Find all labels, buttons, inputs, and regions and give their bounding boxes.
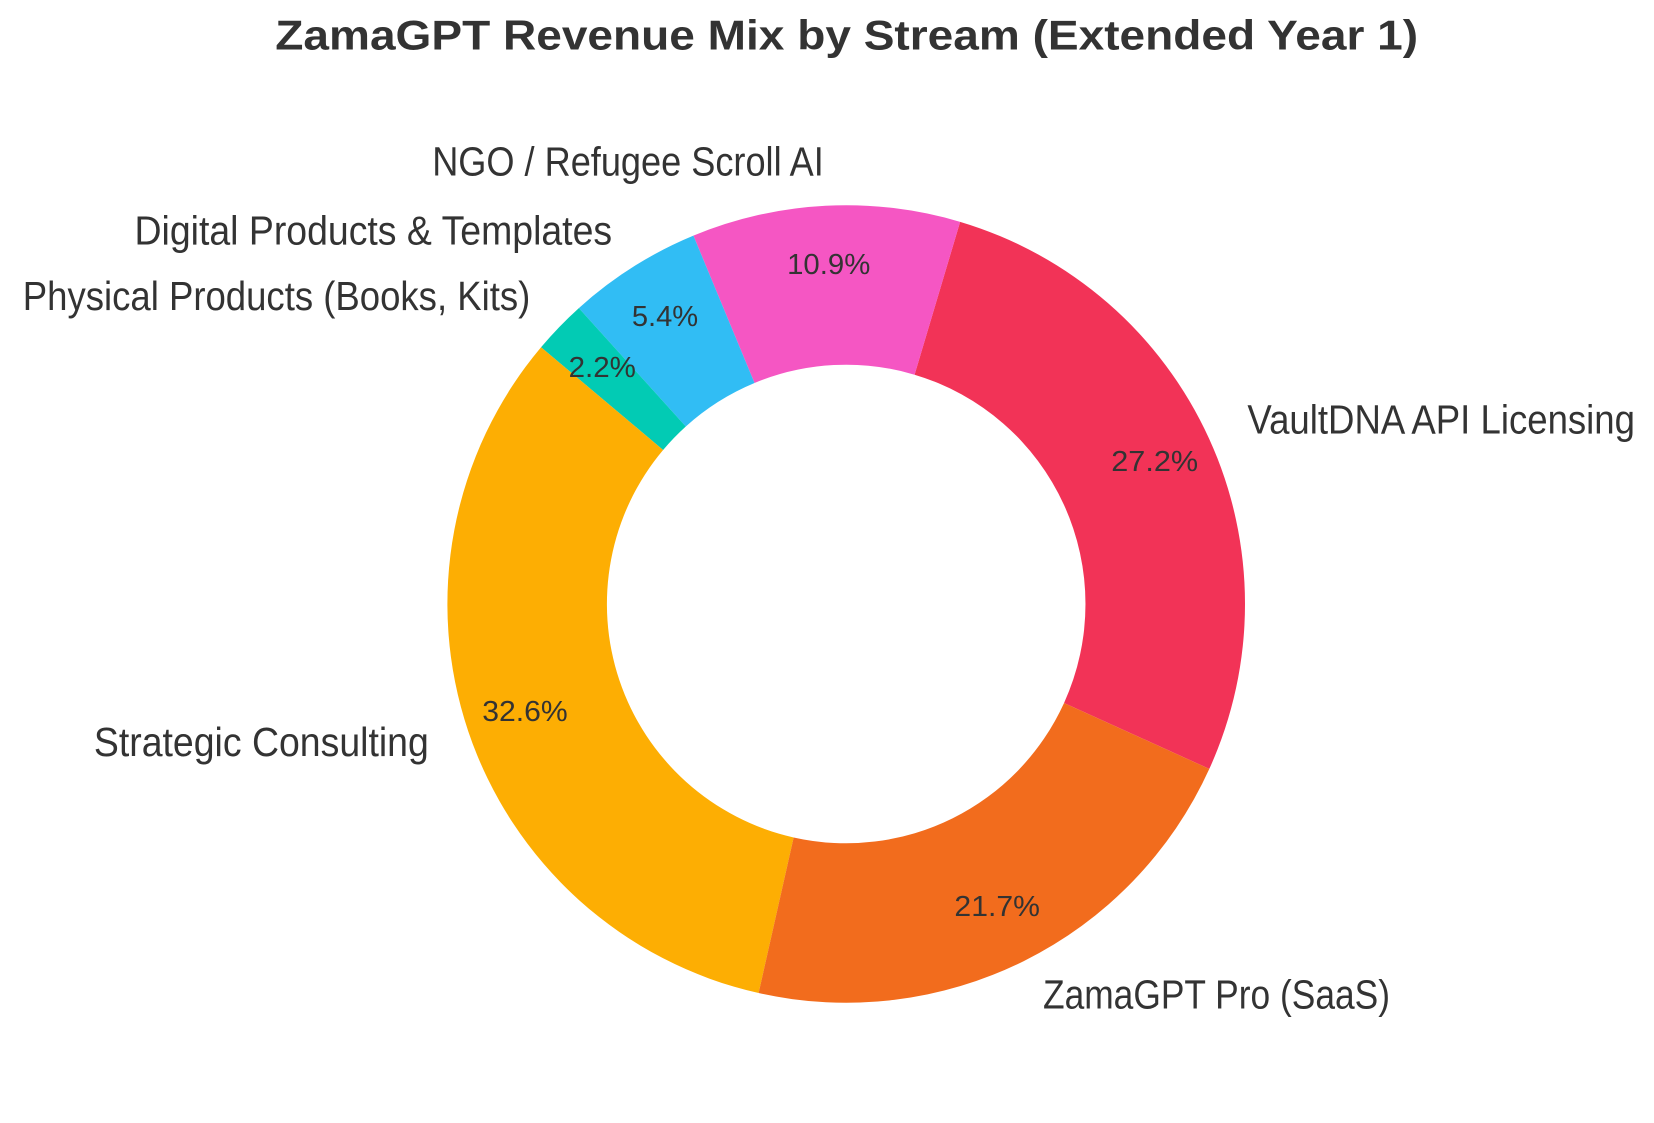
svg-text:VaultDNA API Licensing: VaultDNA API Licensing <box>1247 397 1635 443</box>
svg-text:ZamaGPT Revenue Mix by Stream: ZamaGPT Revenue Mix by Stream (Extended … <box>275 12 1418 59</box>
svg-text:Strategic Consulting: Strategic Consulting <box>94 719 429 765</box>
svg-text:27.2%: 27.2% <box>1111 446 1198 478</box>
svg-text:Digital Products & Templates: Digital Products & Templates <box>135 207 613 253</box>
svg-text:10.9%: 10.9% <box>787 249 870 281</box>
svg-text:21.7%: 21.7% <box>954 891 1040 923</box>
svg-text:NGO / Refugee Scroll AI: NGO / Refugee Scroll AI <box>432 139 824 185</box>
svg-text:5.4%: 5.4% <box>632 301 698 333</box>
svg-text:32.6%: 32.6% <box>482 696 568 728</box>
svg-text:Physical Products (Books, Kits: Physical Products (Books, Kits) <box>23 273 531 319</box>
svg-text:ZamaGPT Pro (SaaS): ZamaGPT Pro (SaaS) <box>1043 972 1390 1018</box>
svg-text:2.2%: 2.2% <box>569 352 636 384</box>
